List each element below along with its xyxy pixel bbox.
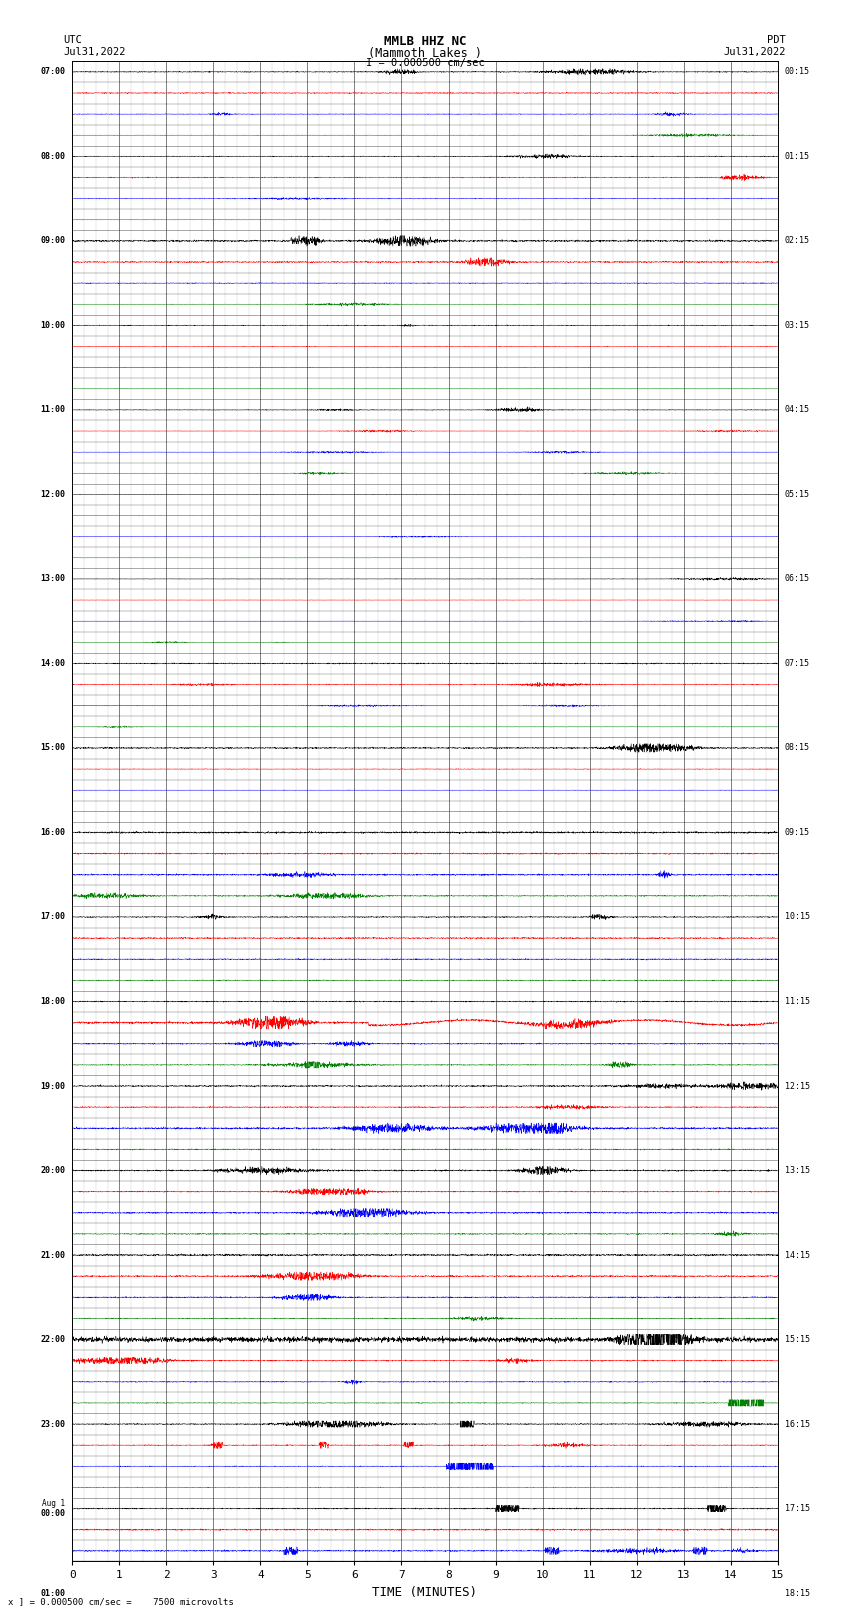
X-axis label: TIME (MINUTES): TIME (MINUTES) <box>372 1586 478 1598</box>
Text: 13:15: 13:15 <box>785 1166 810 1174</box>
Text: 09:00: 09:00 <box>40 237 65 245</box>
Text: 21:00: 21:00 <box>40 1250 65 1260</box>
Text: 18:15: 18:15 <box>785 1589 810 1597</box>
Text: 19:00: 19:00 <box>40 1081 65 1090</box>
Text: 05:15: 05:15 <box>785 490 810 498</box>
Text: 07:15: 07:15 <box>785 660 810 668</box>
Text: 00:00: 00:00 <box>40 1510 65 1518</box>
Text: 03:15: 03:15 <box>785 321 810 331</box>
Text: 12:00: 12:00 <box>40 490 65 498</box>
Text: 08:00: 08:00 <box>40 152 65 161</box>
Text: MMLB HHZ NC: MMLB HHZ NC <box>383 35 467 48</box>
Text: Jul31,2022: Jul31,2022 <box>64 47 127 56</box>
Text: 09:15: 09:15 <box>785 827 810 837</box>
Text: 16:00: 16:00 <box>40 827 65 837</box>
Text: UTC: UTC <box>64 35 82 45</box>
Text: 08:15: 08:15 <box>785 744 810 752</box>
Text: 10:00: 10:00 <box>40 321 65 331</box>
Text: 01:15: 01:15 <box>785 152 810 161</box>
Text: 00:15: 00:15 <box>785 68 810 76</box>
Text: 12:15: 12:15 <box>785 1081 810 1090</box>
Text: 06:15: 06:15 <box>785 574 810 584</box>
Text: x ] = 0.000500 cm/sec =    7500 microvolts: x ] = 0.000500 cm/sec = 7500 microvolts <box>8 1597 235 1607</box>
Text: Jul31,2022: Jul31,2022 <box>723 47 786 56</box>
Text: 17:00: 17:00 <box>40 913 65 921</box>
Text: 07:00: 07:00 <box>40 68 65 76</box>
Text: 11:15: 11:15 <box>785 997 810 1007</box>
Text: 01:00: 01:00 <box>40 1589 65 1597</box>
Text: 22:00: 22:00 <box>40 1336 65 1344</box>
Text: 13:00: 13:00 <box>40 574 65 584</box>
Text: 02:15: 02:15 <box>785 237 810 245</box>
Text: 18:00: 18:00 <box>40 997 65 1007</box>
Text: (Mammoth Lakes ): (Mammoth Lakes ) <box>368 47 482 60</box>
Text: I = 0.000500 cm/sec: I = 0.000500 cm/sec <box>366 58 484 68</box>
Text: 10:15: 10:15 <box>785 913 810 921</box>
Text: 17:15: 17:15 <box>785 1503 810 1513</box>
Text: 14:00: 14:00 <box>40 660 65 668</box>
Text: PDT: PDT <box>768 35 786 45</box>
Text: 11:00: 11:00 <box>40 405 65 415</box>
Text: 23:00: 23:00 <box>40 1419 65 1429</box>
Text: 15:15: 15:15 <box>785 1336 810 1344</box>
Text: Aug 1: Aug 1 <box>42 1498 65 1508</box>
Text: 04:15: 04:15 <box>785 405 810 415</box>
Text: 14:15: 14:15 <box>785 1250 810 1260</box>
Text: 20:00: 20:00 <box>40 1166 65 1174</box>
Text: 15:00: 15:00 <box>40 744 65 752</box>
Text: 16:15: 16:15 <box>785 1419 810 1429</box>
